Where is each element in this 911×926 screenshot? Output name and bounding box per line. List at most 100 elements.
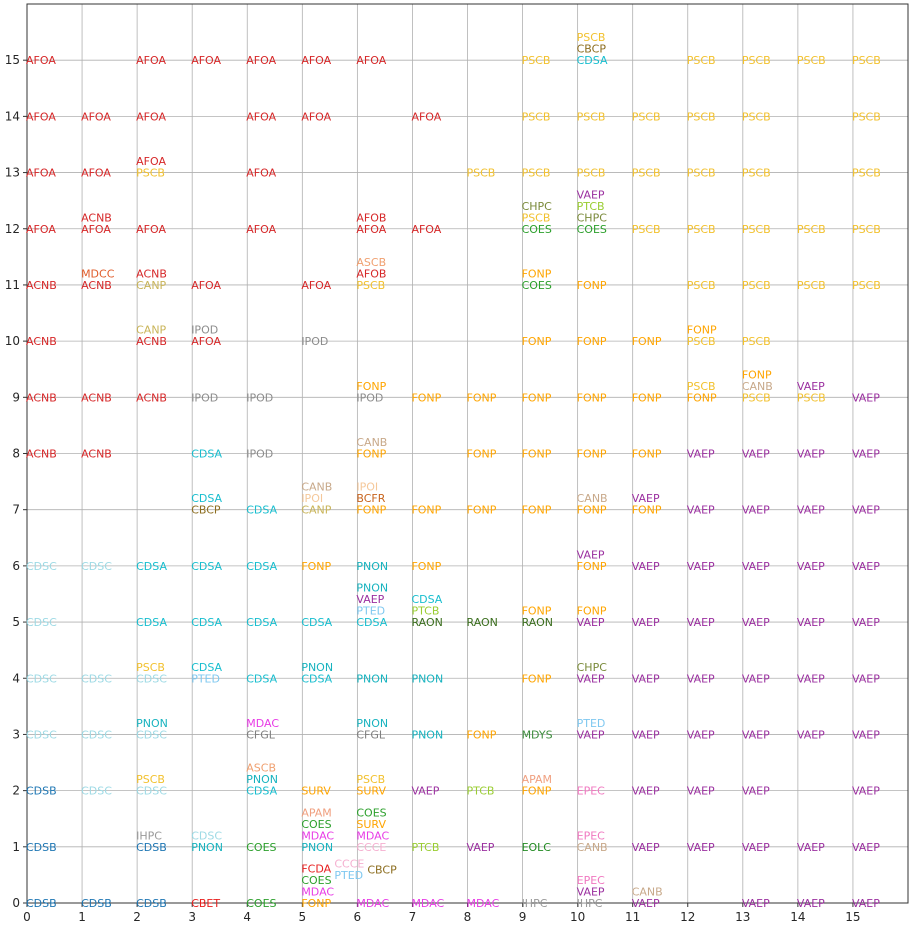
point-label: AFOA	[26, 223, 56, 236]
point-label: AFOA	[246, 54, 276, 67]
y-tick-label: 10	[5, 334, 20, 348]
point-label: PSCB	[797, 223, 826, 236]
point-label: PSCB	[852, 167, 881, 180]
point-label: FONP	[577, 504, 607, 517]
point-label: IPOD	[191, 324, 218, 337]
point-label: CDSC	[26, 672, 57, 685]
point-label: FONP	[577, 279, 607, 292]
point-label: PSCB	[797, 54, 826, 67]
point-label: CDSA	[246, 504, 277, 517]
point-label: MDCC	[81, 267, 115, 280]
point-label: CDSA	[411, 593, 442, 606]
point-label: PSCB	[742, 391, 771, 404]
point-label: CDSA	[136, 616, 167, 629]
point-label: VAEP	[797, 504, 825, 517]
point-label: PSCB	[852, 279, 881, 292]
y-tick-label: 14	[5, 109, 20, 123]
point-label: AFOA	[136, 155, 166, 168]
point-label: PSCB	[687, 279, 716, 292]
point-label: IHPC	[577, 897, 603, 910]
point-label: VAEP	[742, 785, 770, 798]
point-label: CDSC	[191, 829, 222, 842]
x-tick-label: 12	[680, 910, 695, 924]
point-label: IPOD	[191, 391, 218, 404]
point-label: PSCB	[687, 54, 716, 67]
point-label: IHPC	[136, 829, 162, 842]
point-label: PSCB	[632, 110, 661, 123]
point-label: FONP	[632, 391, 662, 404]
point-label: VAEP	[467, 841, 495, 854]
point-label: VAEP	[742, 728, 770, 741]
point-label: ACNB	[81, 391, 112, 404]
point-label: FONP	[522, 605, 552, 618]
point-label: PTED	[577, 717, 606, 730]
point-label: VAEP	[411, 785, 439, 798]
point-label: VAEP	[687, 728, 715, 741]
point-label: AFOB	[356, 267, 386, 280]
y-tick-label: 2	[12, 784, 20, 798]
point-label: PTCB	[467, 785, 495, 798]
point-label: IPOD	[356, 391, 383, 404]
x-tick-label: 7	[409, 910, 417, 924]
x-tick-label: 1	[78, 910, 86, 924]
x-tick-label: 4	[243, 910, 251, 924]
point-label: VAEP	[797, 448, 825, 461]
point-label: PNON	[136, 717, 168, 730]
point-label: CDSA	[577, 54, 608, 67]
point-label: PSCB	[742, 335, 771, 348]
point-label: PSCB	[687, 167, 716, 180]
point-label: PSCB	[852, 110, 881, 123]
point-label: APAM	[301, 806, 331, 819]
point-label: VAEP	[687, 785, 715, 798]
point-label: CCCE	[334, 857, 364, 870]
point-label: FONP	[742, 368, 772, 381]
point-label: FONP	[577, 391, 607, 404]
point-label: VAEP	[797, 560, 825, 573]
y-tick-label: 11	[5, 278, 20, 292]
point-label: VAEP	[632, 785, 660, 798]
point-label: FONP	[356, 380, 386, 393]
point-label: VAEP	[632, 672, 660, 685]
point-label: ACNB	[26, 279, 57, 292]
point-label: VAEP	[577, 188, 605, 201]
point-label: AFOA	[246, 223, 276, 236]
point-label: CDSB	[26, 897, 57, 910]
point-label: CBCP	[577, 43, 607, 56]
point-label: BCFR	[356, 492, 385, 505]
point-label: PNON	[356, 560, 388, 573]
point-label: COES	[246, 841, 276, 854]
point-label: FONP	[411, 504, 441, 517]
point-label: AFOA	[81, 110, 111, 123]
point-label: CDSB	[136, 841, 167, 854]
point-label: COES	[522, 223, 552, 236]
point-label: COES	[522, 279, 552, 292]
point-label: PSCB	[742, 223, 771, 236]
point-label: PNON	[191, 841, 223, 854]
point-label: COES	[301, 818, 331, 831]
point-label: PSCB	[136, 773, 165, 786]
y-tick-label: 6	[12, 559, 20, 573]
point-label: CDSA	[301, 672, 332, 685]
point-label: PSCB	[136, 167, 165, 180]
point-label: CDSB	[81, 897, 112, 910]
point-label: PSCB	[632, 223, 661, 236]
point-label: CDSA	[191, 492, 222, 505]
point-label: PSCB	[632, 167, 661, 180]
point-label: CDSA	[191, 661, 222, 674]
point-label: IPOI	[301, 492, 323, 505]
point-label: VAEP	[577, 616, 605, 629]
point-label: VAEP	[356, 593, 384, 606]
x-tick-label: 13	[735, 910, 750, 924]
point-label: AFOA	[356, 223, 386, 236]
point-label: CDSB	[136, 897, 167, 910]
point-label: VAEP	[687, 672, 715, 685]
point-label: PSCB	[687, 380, 716, 393]
point-label: FONP	[687, 391, 717, 404]
point-label: ACNB	[136, 335, 167, 348]
point-label: ACNB	[136, 267, 167, 280]
point-label: VAEP	[632, 897, 660, 910]
point-label: VAEP	[742, 560, 770, 573]
point-label: FONP	[632, 448, 662, 461]
point-label: FONP	[632, 335, 662, 348]
point-label: PTCB	[411, 605, 439, 618]
